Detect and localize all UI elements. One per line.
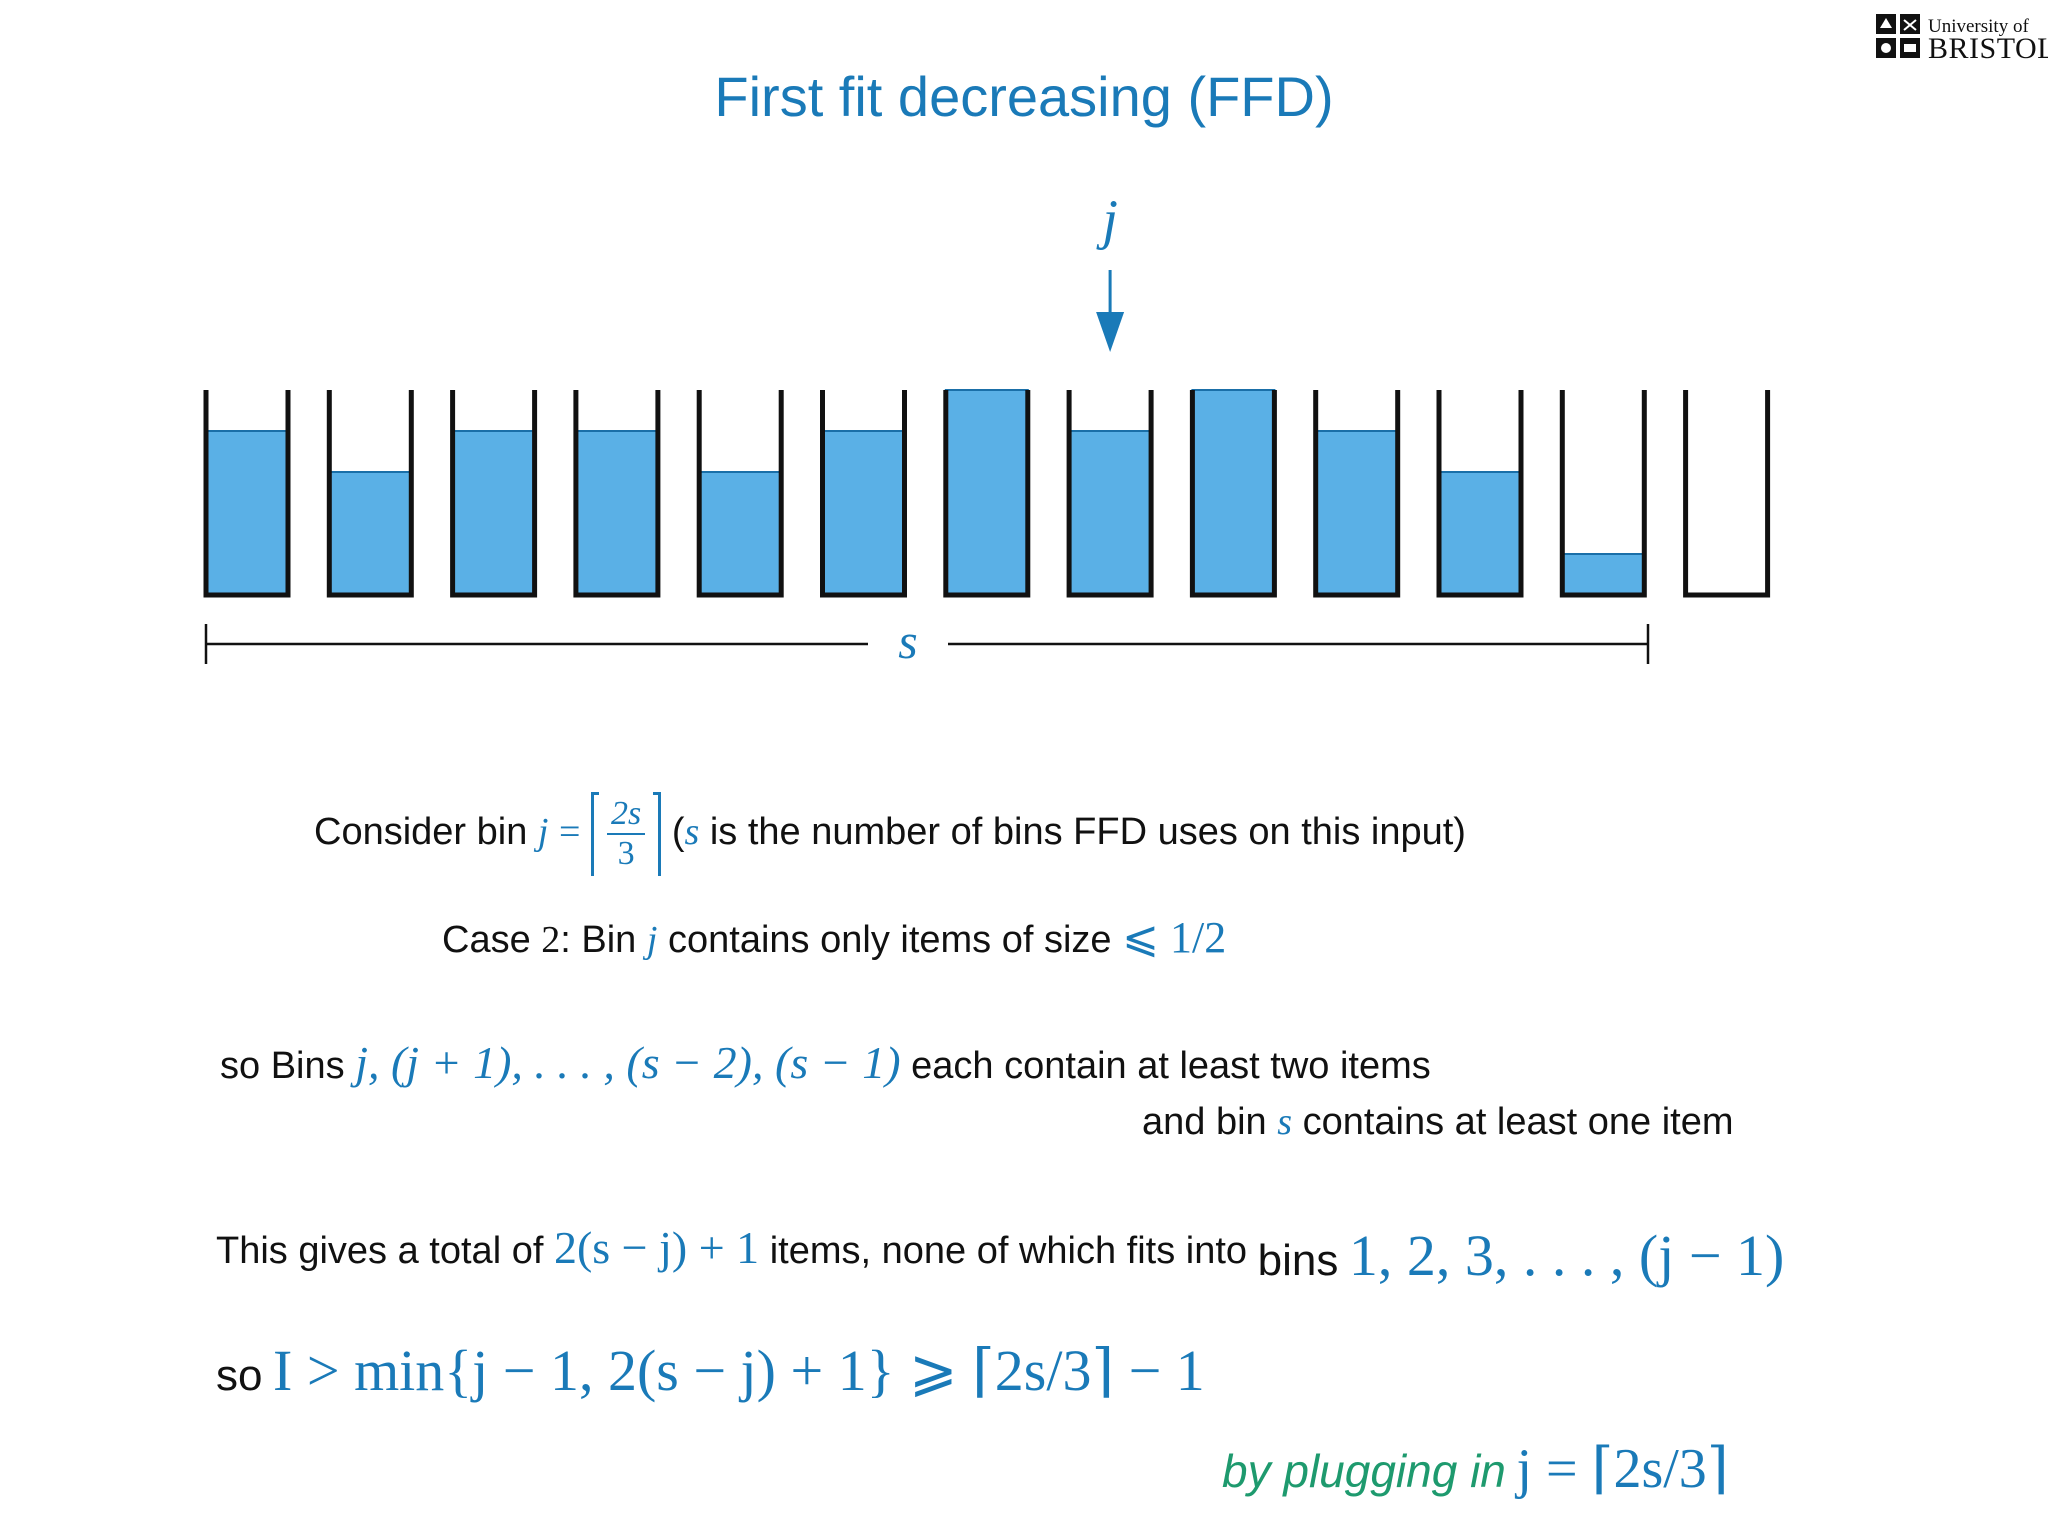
ineq-prefix: so — [216, 1351, 263, 1400]
bin-fill-1 — [205, 430, 289, 596]
bin-outline-8 — [1066, 390, 1154, 598]
consider-var-j: j — [537, 811, 549, 854]
paren-open: ( — [671, 811, 685, 854]
pointer-arrow — [1096, 270, 1125, 352]
frac-denominator: 3 — [617, 835, 635, 872]
bins-range-math: 1, 2, 3, . . . , (j − 1) — [1348, 1223, 1785, 1288]
bin-fill-11 — [1438, 471, 1522, 596]
total-prefix: This gives a total of — [216, 1230, 544, 1272]
case-mid: contains only items of size — [668, 919, 1112, 961]
fraction: 2s 3 — [607, 797, 646, 872]
bin-packing-diagram: j s — [203, 189, 1771, 669]
bin-fill-4 — [574, 430, 659, 596]
bin-outline-5 — [696, 390, 784, 598]
plugging-line: by plugging in j = ⌈2s/3⌉ — [1222, 1436, 1729, 1501]
span-label-s: s — [898, 613, 917, 669]
plug-math: j = ⌈2s/3⌉ — [1516, 1438, 1729, 1500]
bins-line: so Bins j, (j + 1), . . . , (s − 2), (s … — [220, 1036, 1431, 1089]
plug-text: by plugging in — [1222, 1445, 1506, 1497]
ceil-right — [653, 792, 662, 876]
bins-math: j, (j + 1), . . . , (s − 2), (s − 1) — [355, 1037, 901, 1088]
case-label: Case — [442, 919, 531, 961]
bin-fill-2 — [328, 471, 413, 596]
frac-numerator: 2s — [607, 797, 646, 835]
bin-fill-7 — [944, 389, 1029, 596]
bins-prefix: so Bins — [220, 1045, 345, 1087]
span-bracket — [204, 624, 1650, 664]
case-var-j: j — [646, 919, 658, 961]
bin-fill-12 — [1561, 553, 1646, 596]
bin-fill-9 — [1191, 389, 1276, 596]
bin-fill-3 — [451, 430, 536, 596]
total-mid: items, none of which fits into — [769, 1230, 1248, 1272]
bin-outline-11 — [1436, 390, 1524, 598]
case2-line: Case 2: Bin j contains only items of siz… — [442, 912, 1226, 963]
bin-outline-12 — [1559, 390, 1647, 598]
bin-s-var: s — [1277, 1101, 1293, 1143]
logo-line-1: University of — [1928, 16, 2029, 37]
ceil-left — [591, 792, 600, 876]
bin-outline-2 — [326, 390, 414, 598]
ineq-math: I > min{j − 1, 2(s − j) + 1} ⩾ ⌈2s/3⌉ − … — [273, 1338, 1205, 1403]
total-math: 2(s − j) + 1 — [553, 1222, 760, 1273]
bin-outline-7 — [943, 390, 1031, 598]
bin-fill-8 — [1068, 430, 1153, 596]
slide-title: First fit decreasing (FFD) — [714, 65, 1334, 128]
inequality-line: so I > min{j − 1, 2(s − j) + 1} ⩾ ⌈2s/3⌉… — [216, 1336, 1205, 1404]
pointer-label-j: j — [1096, 189, 1118, 251]
bin-fill-5 — [698, 471, 783, 596]
bin-s-suffix: contains at least one item — [1302, 1101, 1734, 1143]
university-logo: University of BRISTOL — [1874, 12, 2048, 65]
consider-suffix: is the number of bins FFD uses on this i… — [709, 811, 1466, 854]
case-math: ⩽ 1/2 — [1122, 913, 1227, 962]
bins-suffix: each contain at least two items — [911, 1045, 1431, 1087]
bin-fill-10 — [1314, 430, 1399, 596]
total-line: This gives a total of 2(s − j) + 1 items… — [216, 1210, 1784, 1288]
bin-outline-1 — [203, 390, 291, 598]
bin-outline-4 — [573, 390, 661, 598]
bin-outline-10 — [1313, 390, 1401, 598]
bin-fill-6 — [821, 430, 906, 596]
bin-s-line: and bin s contains at least one item — [1142, 1100, 1734, 1144]
consider-line: Consider bin j = 2s 3 (s is the number of… — [314, 792, 1466, 876]
bins-word: bins — [1257, 1236, 1339, 1285]
bin-outline-6 — [820, 390, 907, 598]
bin-outline-3 — [450, 390, 538, 598]
consider-var-s: s — [684, 811, 700, 854]
case-number: 2 — [541, 919, 561, 961]
logo-line-2: BRISTOL — [1928, 32, 2048, 65]
consider-prefix: Consider bin — [314, 811, 528, 854]
bin-s-prefix: and bin — [1142, 1101, 1267, 1143]
bin-outline-9 — [1189, 390, 1277, 598]
bins-group — [203, 389, 1771, 598]
bin-outline-13 — [1683, 390, 1771, 598]
consider-eq: = — [559, 811, 581, 854]
crest-icon — [1876, 14, 1920, 58]
case-bin-label: : Bin — [560, 919, 637, 961]
